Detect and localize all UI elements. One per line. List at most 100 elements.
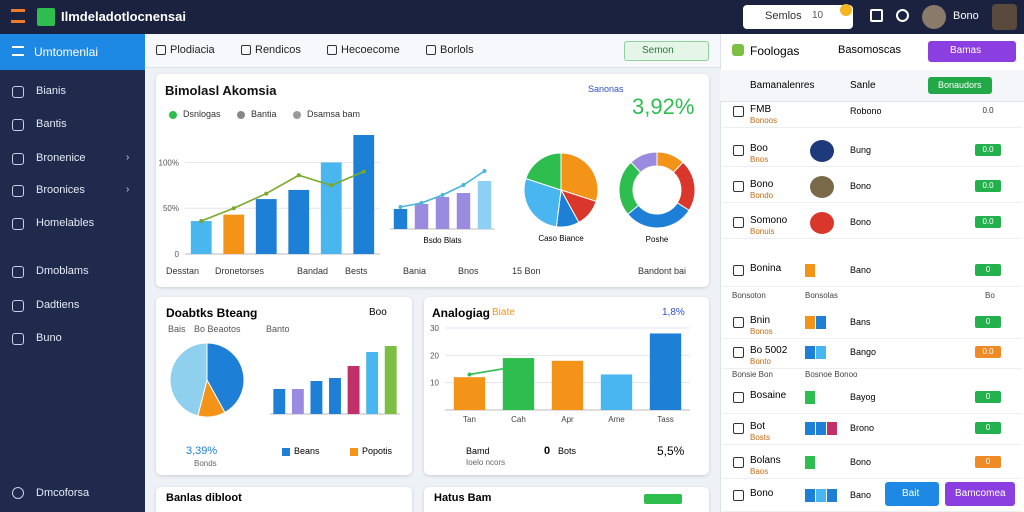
legend-label: Bests [345, 266, 368, 276]
footer-button[interactable] [885, 482, 939, 506]
toolbar-icon [156, 45, 166, 55]
row-title[interactable]: Bot [750, 421, 766, 432]
row-title[interactable]: Bo 5002 [750, 345, 788, 356]
clock-icon[interactable] [896, 9, 909, 22]
tab[interactable]: Bo Beaotos [194, 324, 241, 334]
tab[interactable]: Banto [266, 324, 290, 334]
row-sub: Bnos [750, 155, 769, 164]
sidebar-item[interactable]: Homelables [36, 217, 95, 229]
sidebar-item[interactable]: Dmoblams [36, 265, 89, 277]
action-label: Bonaudors [938, 80, 982, 90]
section-label: Bo [985, 291, 995, 300]
sidebar-item[interactable]: Broonices [36, 184, 85, 196]
row-sub: Bonos [750, 327, 773, 336]
row-title[interactable]: Bono [750, 179, 774, 190]
stat: 5,5% [657, 444, 685, 458]
row-line [722, 338, 1022, 339]
sidebar-item[interactable]: Buno [36, 332, 62, 344]
sidebar [0, 34, 145, 512]
sidebar-icon [12, 86, 24, 98]
toolbar-icon [327, 45, 337, 55]
search-count: 10 [812, 10, 824, 21]
action-button[interactable] [928, 77, 992, 94]
legend-label: Bandont bai [638, 266, 687, 276]
row-swatch [805, 489, 815, 502]
row-label: Bung [850, 145, 872, 155]
row-line [722, 444, 1022, 445]
row-title[interactable]: Boo [750, 143, 768, 154]
panel-title: Foologas [750, 44, 800, 58]
legend-label: Bantia [251, 109, 277, 119]
row-thumb [810, 140, 834, 162]
row-title[interactable]: Bnin [750, 315, 771, 326]
row-title[interactable]: Somono [750, 215, 788, 226]
row-title[interactable]: FMB [750, 104, 772, 115]
toolbar-icon [426, 45, 436, 55]
logo: Ilmdeladotlocnensai [61, 9, 186, 24]
legend-label: Bamd [466, 446, 490, 456]
notify [840, 4, 852, 16]
row-sub: Bosts [750, 433, 771, 442]
stat: 3,92% [632, 94, 695, 119]
toolbar-button[interactable] [624, 41, 709, 61]
legend-label: Popotis [362, 446, 393, 456]
corner: Boo [369, 307, 387, 318]
top-bar [0, 0, 1024, 34]
panel-select[interactable]: Basomoscas [838, 44, 901, 56]
sidebar-active[interactable] [0, 34, 145, 70]
home-icon[interactable] [870, 9, 883, 22]
sidebar-footer[interactable]: Dmcoforsa [36, 487, 90, 499]
sidebar-item[interactable]: Bianis [36, 85, 66, 97]
legend-label: Beans [294, 446, 320, 456]
sidebar-item[interactable]: Bantis [36, 118, 67, 130]
logo-icon [37, 8, 55, 26]
sidebar-icon [12, 119, 24, 131]
legend-label: Bandad [297, 266, 329, 276]
row-title[interactable]: Bonina [750, 263, 782, 274]
panel [720, 34, 1024, 512]
row-icon [733, 181, 744, 192]
row-label: Bayog [850, 392, 876, 402]
tab[interactable]: Bais [168, 324, 186, 334]
row-line [722, 238, 1022, 239]
row-tag: 0.0 [975, 144, 1001, 156]
row-tag: 0 [975, 456, 1001, 468]
row-sub: Baos [750, 467, 769, 476]
footer-button[interactable] [945, 482, 1015, 506]
row-swatch [827, 489, 837, 502]
row-swatch [816, 316, 826, 329]
search-text: Semlos [765, 10, 802, 22]
row-sub: Bonto [750, 357, 771, 366]
footer-button-label: Bamcomea [955, 488, 1006, 499]
count-label: Bots [558, 446, 577, 456]
row-sub: Bonoos [750, 116, 778, 125]
sidebar-item[interactable]: Bronenice [36, 152, 86, 164]
row-thumb [810, 212, 834, 234]
row-thumb [810, 176, 834, 198]
row-sub: Bonuis [750, 227, 775, 236]
row-title[interactable]: Bolans [750, 455, 781, 466]
panel-button-label: Bamas [950, 45, 982, 56]
panel-icon [732, 44, 744, 56]
toolbar-tab[interactable]: Hecoecome [341, 44, 400, 56]
sidebar-active-label: Umtomenlai [34, 45, 99, 59]
toolbar-tab[interactable]: Plodiacia [170, 44, 215, 56]
filter2[interactable]: Sanle [850, 80, 876, 91]
panel-button[interactable] [928, 41, 1016, 62]
row-line [722, 127, 1022, 128]
toolbar-tab[interactable]: Borlols [440, 44, 474, 56]
row-icon [733, 423, 744, 434]
row-tag: 0 [975, 264, 1001, 276]
row-title[interactable]: Bosaine [750, 390, 787, 401]
legend-label: Dsnlogas [183, 109, 221, 119]
toolbar-tab[interactable]: Rendicos [255, 44, 301, 56]
row-label: Bano [850, 265, 872, 275]
filter[interactable]: Bamanalenres [750, 80, 815, 91]
corner: 1,8% [662, 307, 685, 318]
row-label: Bono [850, 181, 872, 191]
search-box [743, 5, 853, 29]
row-title[interactable]: Bono [750, 488, 774, 499]
sidebar-item[interactable]: Dadtiens [36, 299, 80, 311]
row-swatch [816, 489, 826, 502]
